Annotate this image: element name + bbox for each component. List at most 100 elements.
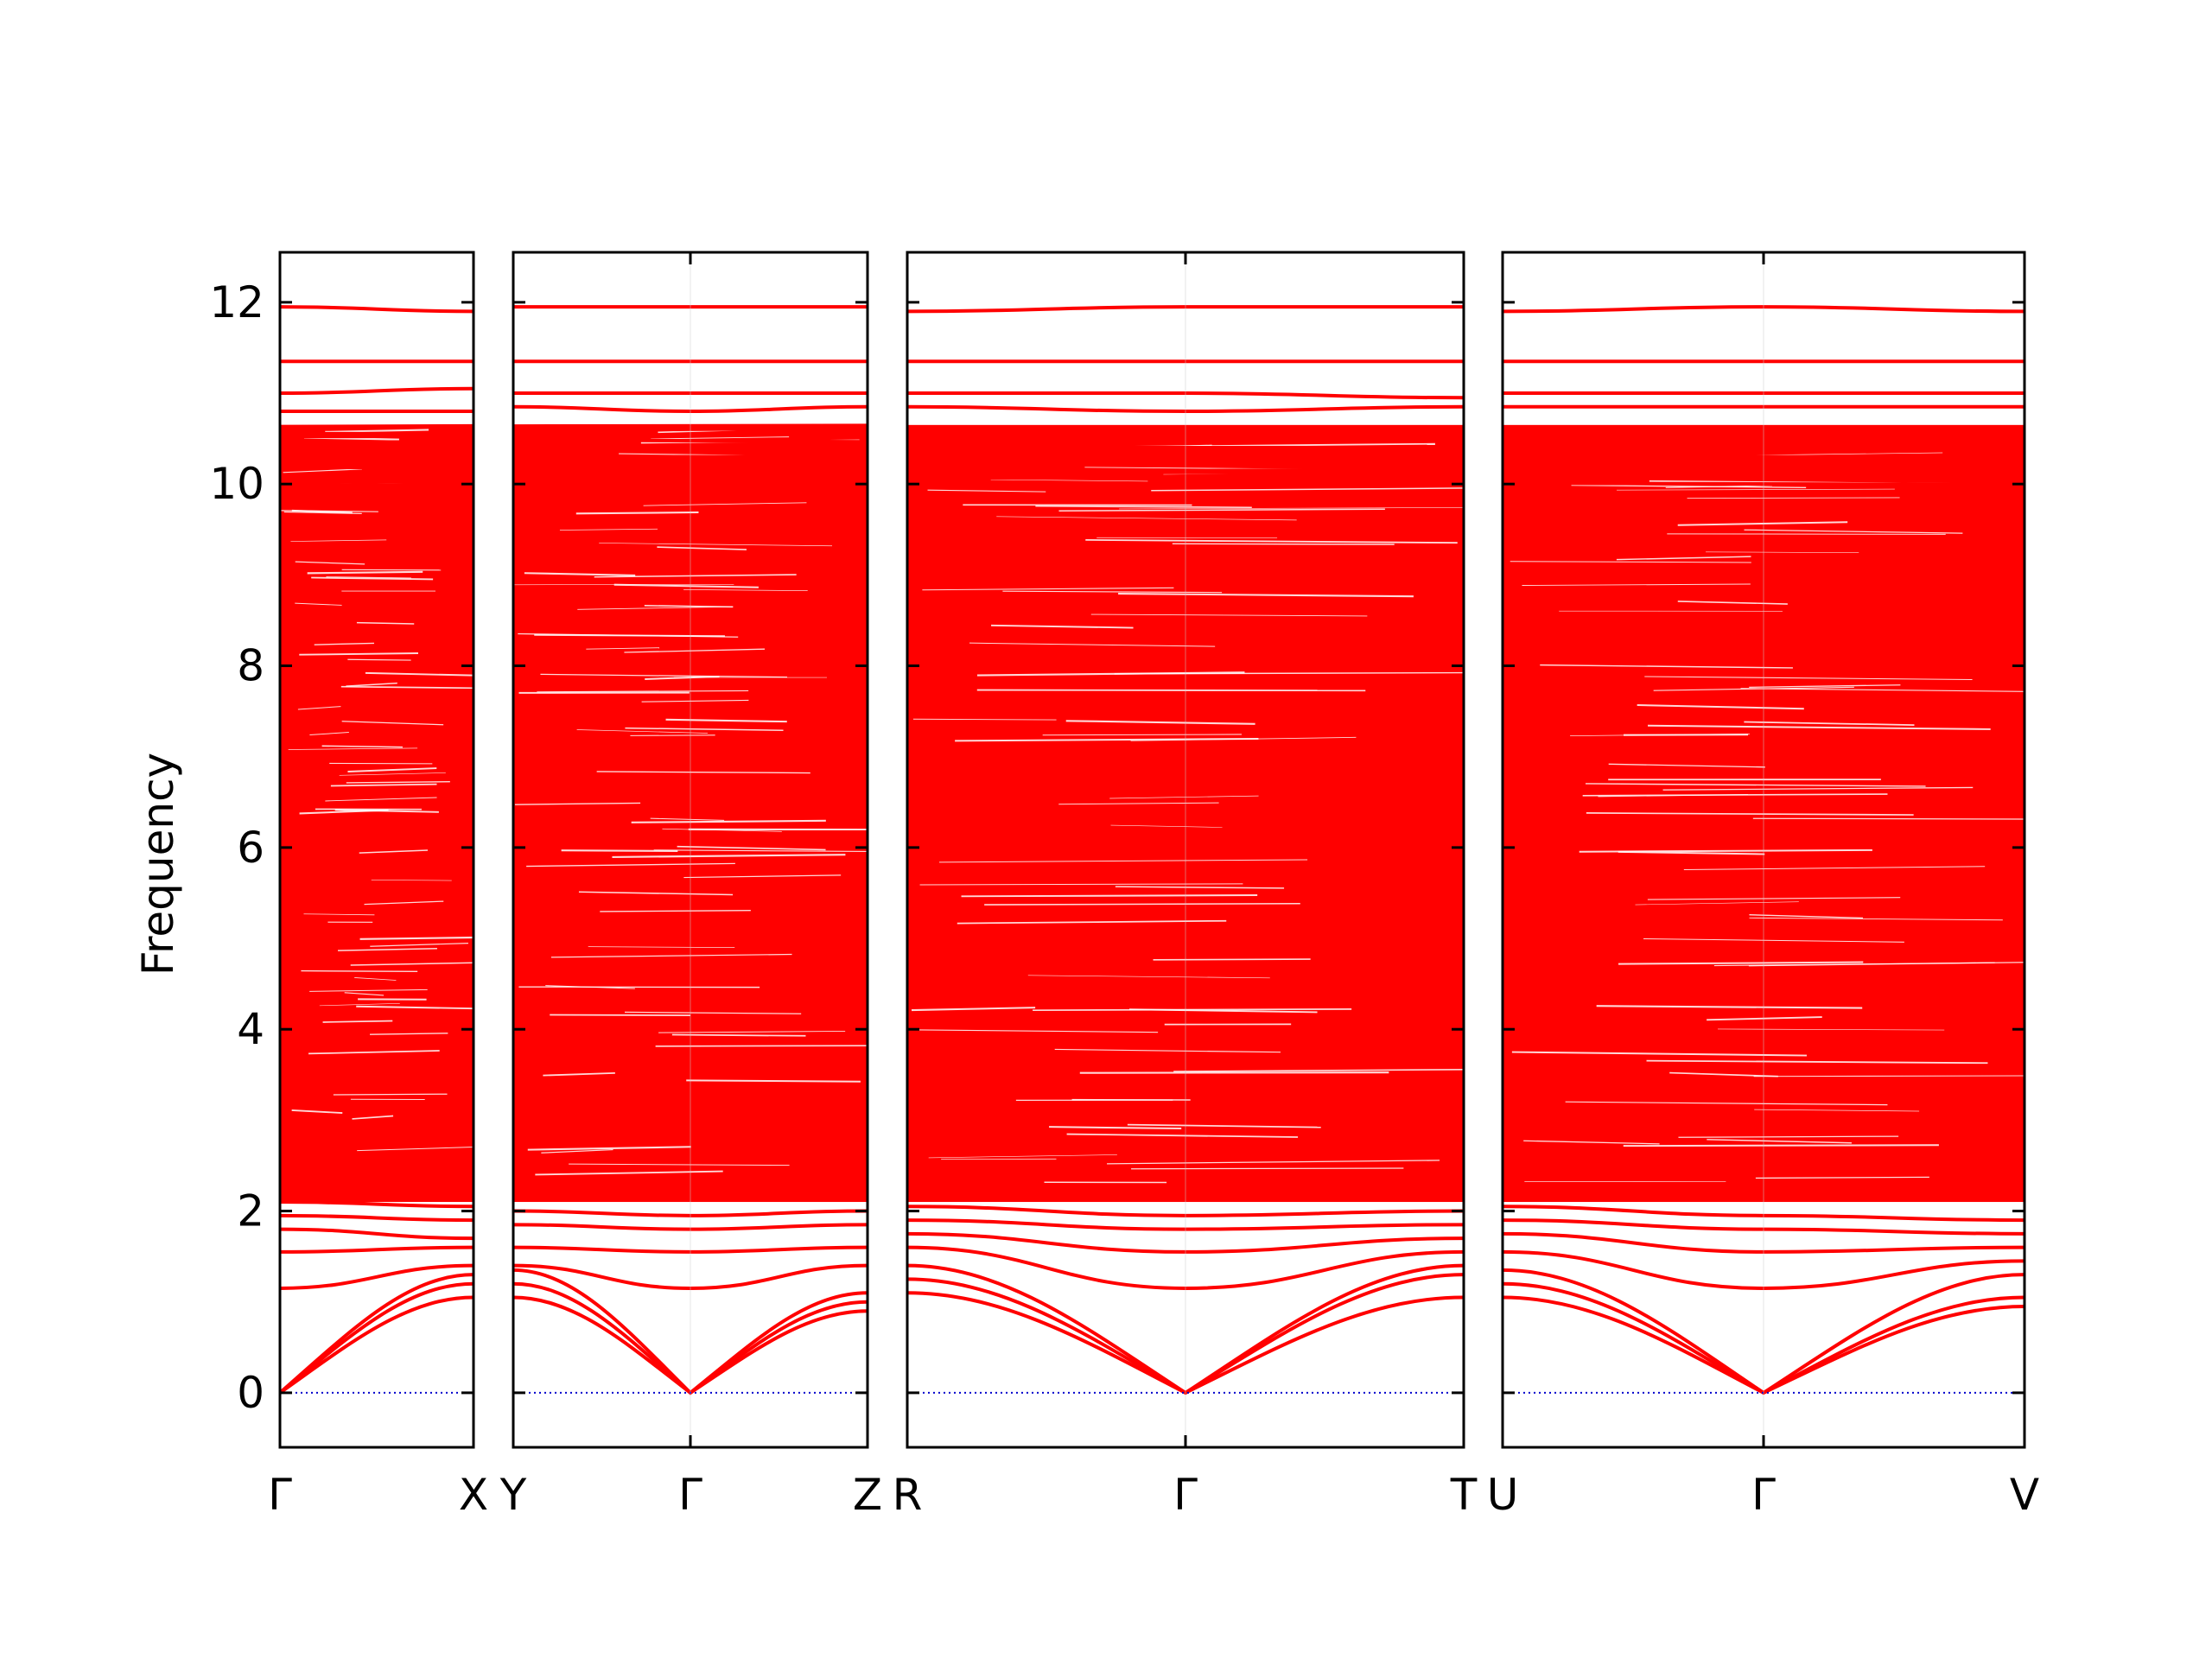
x-tick-label: Γ (678, 1470, 702, 1520)
band-line (280, 462, 474, 469)
band-gap (314, 642, 375, 645)
band-gap (297, 706, 341, 710)
x-tick-label: Z (853, 1470, 882, 1520)
band-gap (295, 602, 342, 606)
band-gap (1744, 721, 1915, 726)
band-gap (671, 1033, 806, 1037)
band-gap (514, 802, 641, 805)
band-gap (650, 817, 725, 821)
band-gap (357, 1147, 474, 1152)
band-gap (927, 489, 1046, 493)
band-gap (1127, 1123, 1321, 1128)
band-gap (1172, 543, 1395, 545)
band-gap (370, 942, 468, 947)
band-gap (576, 729, 708, 734)
band-gap (359, 936, 474, 940)
band-gap (976, 689, 1366, 692)
y-tick-label: 8 (237, 641, 264, 691)
band-gap (1744, 529, 1963, 534)
band-gap (1523, 1140, 1660, 1145)
band-line (280, 423, 474, 429)
band-gap (1079, 1071, 1389, 1074)
band-gap (1617, 488, 1895, 491)
x-tick-label: V (2010, 1470, 2039, 1520)
band-gap (1749, 914, 1864, 919)
band-gap (352, 1115, 394, 1120)
band-gap (918, 1029, 1159, 1033)
x-tick-label: U (1487, 1470, 1519, 1520)
band-gap (540, 673, 787, 678)
band-gap (307, 570, 423, 575)
band-gap (1586, 812, 1914, 816)
band-gap (938, 859, 1308, 863)
band-gap (1754, 1109, 1920, 1112)
band-line (280, 1213, 474, 1223)
band-gap (535, 1170, 723, 1176)
band-gap (295, 561, 365, 565)
panel-frame (278, 251, 475, 1449)
band-gap (543, 1071, 615, 1077)
band-gap (1115, 886, 1285, 889)
band-gap (1118, 592, 1414, 598)
band-gap (309, 988, 428, 992)
band-gap (1042, 734, 1242, 736)
x-tick-label: Γ (1751, 1470, 1776, 1520)
band-gap (1646, 1059, 1988, 1065)
band-gap (1173, 1068, 1464, 1072)
band-gap (1033, 1008, 1352, 1012)
band-gap (1608, 763, 1765, 768)
band-gap (1110, 824, 1223, 828)
band-gap (527, 1146, 691, 1151)
band-gap (928, 1154, 1117, 1159)
band-gap (1058, 508, 1385, 512)
band-gap (303, 913, 375, 916)
bands-group (280, 305, 474, 1395)
band-gap (1066, 1133, 1299, 1138)
band-gap (991, 624, 1134, 629)
band-gap (686, 1079, 861, 1083)
band-gap (624, 648, 766, 653)
band-gap (1749, 917, 2003, 921)
band-gap (347, 658, 411, 661)
band-gap (1707, 1016, 1822, 1021)
band-gap (1107, 1160, 1440, 1165)
band-gap (319, 1003, 400, 1007)
band-gap (347, 767, 437, 772)
band-line (280, 453, 474, 458)
band-line (280, 1263, 474, 1290)
band-line (280, 386, 474, 396)
band-gap (1706, 551, 1859, 554)
x-tick-label: R (893, 1470, 923, 1520)
band-gap (578, 891, 734, 896)
band-line (280, 1273, 474, 1395)
band-gap (1677, 601, 1788, 605)
band-gap (631, 819, 826, 823)
band-gap (577, 606, 734, 610)
band-line (280, 1200, 474, 1209)
band-gap (550, 953, 792, 958)
band-gap (359, 849, 429, 854)
band-gap (1678, 1135, 1899, 1138)
y-axis-label: Frequency (133, 753, 183, 976)
band-gap (1510, 561, 1751, 563)
panel-1: Γ X 0 2 4 6 8 10 12 (209, 251, 488, 1520)
band-gap (1749, 684, 1901, 689)
band-gap (339, 772, 446, 776)
band-gap (1131, 1167, 1404, 1170)
band-gap (1687, 497, 1900, 499)
band-gap (1618, 850, 1765, 855)
band-gap (955, 738, 1259, 742)
band-gap (1511, 1051, 1807, 1057)
band-gap (575, 511, 699, 515)
band-gap (309, 731, 349, 736)
band-gap (550, 1014, 691, 1017)
band-gap (586, 647, 660, 650)
band-gap (299, 652, 419, 656)
band-gap (594, 574, 797, 578)
band-gap (290, 539, 387, 542)
band-gap (1130, 736, 1357, 741)
band-gap (526, 862, 735, 868)
band-gap (625, 1011, 802, 1014)
band-gap (1648, 724, 1991, 730)
